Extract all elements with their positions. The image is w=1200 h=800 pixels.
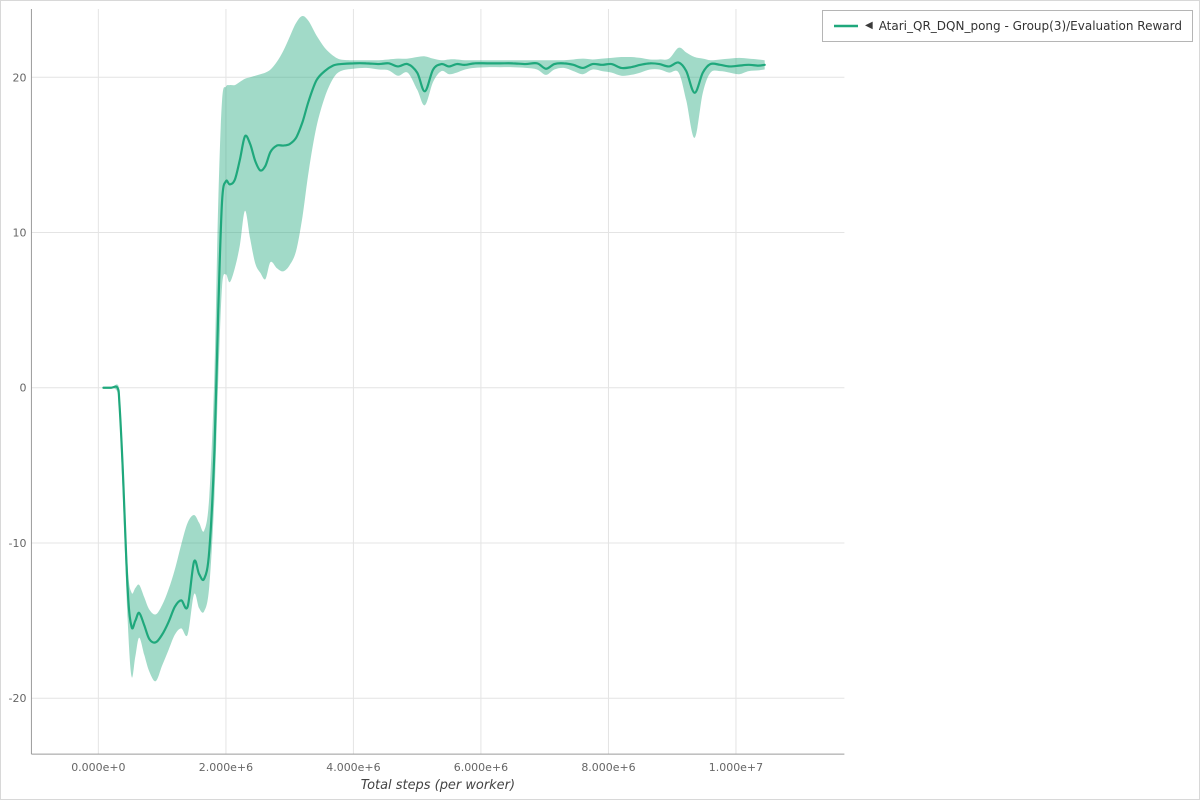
legend-line-sample [833,24,858,28]
svg-text:20: 20 [12,71,26,84]
axes [30,8,845,755]
legend[interactable]: ◀ Atari_QR_DQN_pong - Group(3)/Evaluatio… [821,10,1193,43]
confidence-band [103,15,765,682]
svg-text:0: 0 [19,382,26,395]
svg-text:-20: -20 [9,692,27,705]
legend-marker-icon: ◀ [864,20,873,32]
svg-text:-10: -10 [9,537,27,550]
svg-text:10: 10 [12,227,26,240]
series-line [102,61,766,644]
svg-text:8.000e+6: 8.000e+6 [581,761,635,774]
svg-text:6.000e+6: 6.000e+6 [454,761,508,774]
gridlines [31,8,845,755]
x-axis-label: Total steps (per worker) [361,778,515,793]
svg-text:0.000e+0: 0.000e+0 [71,761,125,774]
svg-text:2.000e+6: 2.000e+6 [199,761,253,774]
y-tick-labels: -20 -10 0 10 20 [9,71,27,705]
svg-text:1.000e+7: 1.000e+7 [709,761,763,774]
x-tick-labels: 0.000e+0 2.000e+6 4.000e+6 6.000e+6 8.000e+6… [71,761,763,774]
legend-label: Atari_QR_DQN_pong - Group(3)/Evaluation … [878,19,1182,33]
svg-text:4.000e+6: 4.000e+6 [326,761,380,774]
